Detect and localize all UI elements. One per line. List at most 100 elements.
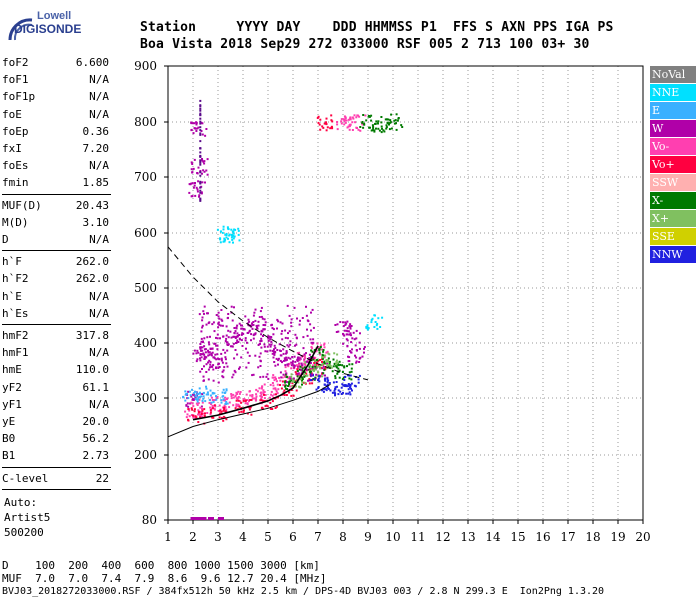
logo-digisonde-text: DIGISONDE: [14, 22, 82, 36]
echo-point-x-: [296, 378, 299, 381]
echo-point-w: [208, 366, 211, 369]
echo-point-w: [206, 173, 209, 176]
echo-point-w: [289, 343, 292, 346]
param-value: 1.85: [82, 176, 110, 190]
echo-point-w: [230, 305, 233, 308]
echo-point-w: [208, 321, 211, 324]
echo-point-w: [248, 354, 251, 357]
echo-point-w: [215, 344, 218, 347]
echo-point-e: [215, 398, 218, 401]
echo-point-nne: [366, 326, 369, 328]
echo-point-w: [337, 330, 340, 333]
echo-point-vo-: [271, 382, 274, 384]
echo-point-vo-: [202, 412, 205, 415]
echo-point-w: [220, 318, 223, 321]
echo-point-nnw: [334, 392, 337, 395]
echo-point-vo-: [259, 399, 262, 402]
echo-point-w: [212, 368, 215, 371]
echo-point-x-: [316, 366, 319, 368]
echo-point-x-: [303, 375, 306, 378]
echo-point-w: [213, 330, 216, 333]
echo-point-w: [227, 343, 230, 346]
echo-point-w: [260, 337, 263, 340]
echo-point-w: [309, 338, 312, 341]
echo-point-x-: [367, 115, 370, 118]
echo-point-w: [310, 341, 313, 344]
echo-point-vo-: [251, 397, 254, 400]
echo-point-x-: [346, 365, 348, 368]
echo-point-nnw: [348, 391, 351, 394]
echo-point-vo-: [316, 342, 319, 345]
echo-point-w: [289, 340, 292, 343]
echo-point-nne: [227, 227, 229, 230]
echo-point-vo-: [187, 419, 190, 422]
echo-point-w: [194, 396, 197, 399]
echo-point-w: [272, 356, 275, 359]
echo-point-w: [351, 337, 354, 340]
echo-point-vo-: [272, 374, 275, 377]
echo-point-streak: [199, 105, 202, 108]
echo-point-x-: [319, 346, 322, 348]
echo-point-w: [301, 364, 304, 367]
echo-point-w: [285, 352, 287, 355]
echo-point-w: [290, 318, 293, 321]
echo-point-w: [215, 367, 217, 370]
echo-point-nnw: [341, 383, 344, 386]
echo-point-vo-: [289, 381, 292, 384]
echo-point-x-: [326, 359, 329, 362]
echo-point-w: [209, 363, 212, 366]
x-tick-label: 13: [460, 530, 475, 544]
echo-point-nnw: [347, 383, 350, 385]
echo-point-w: [279, 321, 282, 324]
echo-point-nnw: [339, 390, 342, 393]
echo-point-w: [205, 356, 207, 359]
echo-point-w: [275, 357, 278, 360]
echo-point-vo-: [246, 412, 249, 415]
echo-point-w: [287, 363, 290, 366]
echo-point-vo-: [201, 401, 204, 404]
param-value: N/A: [89, 346, 109, 360]
echo-point-w: [203, 355, 206, 358]
echo-point-w: [279, 354, 282, 357]
echo-point-w: [193, 158, 196, 161]
echo-point-w: [299, 319, 301, 322]
echo-point-w: [217, 311, 220, 314]
echo-point-x-: [373, 130, 376, 133]
echo-point-nnw: [348, 384, 351, 387]
echo-point-nnw: [326, 383, 329, 386]
param-value: 317.8: [75, 329, 109, 342]
echo-point-w: [284, 329, 287, 332]
echo-point-streak: [199, 140, 202, 143]
echo-point-w: [208, 343, 211, 346]
echo-point-nnw: [340, 386, 343, 389]
echo-point-x-: [376, 122, 379, 125]
echo-point-w: [191, 171, 194, 174]
echo-point-streak: [199, 182, 202, 185]
x-tick-label: 5: [264, 530, 272, 544]
echo-point-w: [272, 333, 275, 336]
echo-point-x-: [299, 365, 302, 368]
echo-point-w: [354, 354, 356, 357]
echo-point-w: [194, 127, 197, 130]
echo-point-vo-: [274, 377, 277, 380]
echo-point-w: [246, 322, 249, 325]
echo-point-e: [206, 391, 209, 394]
echo-point-w: [355, 349, 358, 351]
echo-point-x-: [322, 372, 325, 375]
echo-point-x-: [314, 376, 317, 379]
echo-point-vo-: [193, 408, 196, 411]
echo-point-w: [221, 319, 224, 322]
param-name: hmE: [2, 363, 22, 377]
echo-point-x-: [377, 127, 380, 130]
echo-point-w: [349, 323, 352, 326]
echo-point-w: [344, 321, 347, 324]
echo-point-e: [200, 395, 203, 398]
echo-point-w: [267, 339, 270, 342]
echo-point-w: [211, 323, 214, 326]
echo-point-vo-: [364, 114, 367, 117]
echo-point-vo-: [222, 419, 225, 422]
echo-point-e: [192, 392, 195, 395]
echo-point-w: [219, 337, 221, 340]
echo-point-nne: [226, 226, 229, 229]
echo-point-w: [200, 192, 203, 195]
